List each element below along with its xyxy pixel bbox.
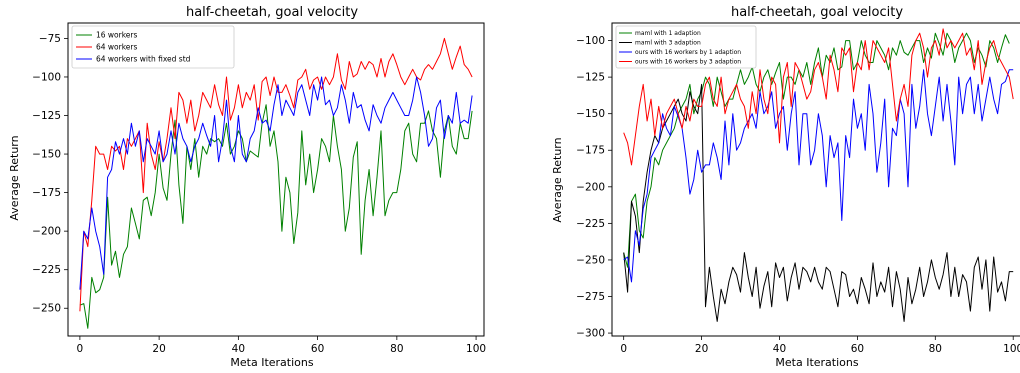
left-chart-title: half-cheetah, goal velocity — [186, 5, 358, 20]
right-y-tick-label: −250 — [576, 254, 605, 266]
left-chart-panel: half-cheetah, goal velocity 0 20 40 60 80 100… — [8, 5, 486, 369]
right-x-axis-label: Meta Iterations — [775, 356, 858, 369]
right-x-tick-label: 0 — [620, 343, 627, 355]
left-lines-layer — [79, 37, 473, 329]
right-legend-entry-1: maml with 1 adaption — [619, 30, 701, 37]
right-plot-frame — [611, 22, 1020, 337]
right-x-tick-label: 100 — [1003, 343, 1020, 355]
right-y-tick-label: −225 — [576, 218, 605, 230]
right-y-ticks: −300 −275 −250 −225 −200 −175 −150 −125 −100 — [576, 35, 612, 340]
right-chart-panel: half-cheetah, goal velocity 0 20 40 60 80 100… — [551, 5, 1020, 369]
left-legend-label-2: 64 workers — [96, 43, 138, 52]
left-x-tick-label: 20 — [152, 343, 165, 355]
right-y-axis-label: Average Return — [551, 137, 564, 222]
left-y-tick-label: −175 — [32, 187, 61, 199]
right-y-tick-label: −175 — [576, 145, 605, 157]
left-y-tick-label: −225 — [32, 264, 61, 276]
left-legend-label-3: 64 workers with fixed std — [96, 55, 191, 64]
right-x-tick-label: 60 — [851, 343, 864, 355]
left-x-tick-label: 60 — [311, 343, 324, 355]
right-y-tick-label: −150 — [576, 108, 605, 120]
right-legend: maml with 1 adaption maml with 3 adaptio… — [615, 25, 757, 69]
right-x-tick-label: 40 — [773, 343, 786, 355]
left-plot-frame — [67, 22, 485, 337]
right-series-line-2 — [623, 83, 1014, 322]
right-legend-label-4: ours with 16 workers by 3 adaption — [635, 59, 741, 66]
right-y-tick-label: −100 — [576, 35, 605, 47]
right-y-tick-label: −275 — [576, 291, 605, 303]
right-lines-layer — [623, 28, 1014, 322]
left-legend: 16 workers 64 workers 64 workers with fi… — [71, 25, 235, 69]
left-legend-entry-1: 16 workers — [76, 31, 138, 40]
right-y-tick-label: −300 — [576, 328, 605, 340]
left-legend-box — [71, 25, 235, 69]
right-chart-title: half-cheetah, goal velocity — [731, 5, 903, 20]
left-y-axis-label: Average Return — [8, 135, 21, 220]
left-y-tick-label: −150 — [32, 149, 61, 161]
right-legend-entry-3: ours with 16 workers by 1 adaption — [619, 49, 741, 56]
right-y-tick-label: −200 — [576, 181, 605, 193]
left-y-tick-label: −200 — [32, 226, 61, 238]
right-legend-label-2: maml with 3 adaption — [635, 40, 701, 47]
right-y-tick-label: −125 — [576, 72, 605, 84]
right-legend-entry-2: maml with 3 adaption — [619, 40, 701, 47]
right-legend-box — [615, 25, 757, 69]
right-legend-entry-4: ours with 16 workers by 3 adaption — [619, 59, 741, 66]
right-legend-label-1: maml with 1 adaption — [635, 30, 701, 37]
left-x-tick-label: 100 — [466, 343, 486, 355]
left-y-tick-label: −125 — [32, 110, 61, 122]
right-x-tick-label: 80 — [929, 343, 942, 355]
right-series-line-1 — [623, 32, 1010, 268]
left-y-tick-label: −75 — [39, 33, 61, 45]
left-x-tick-label: 80 — [390, 343, 403, 355]
left-x-tick-label: 0 — [77, 343, 84, 355]
left-y-tick-label: −100 — [32, 71, 61, 83]
right-legend-label-3: ours with 16 workers by 1 adaption — [635, 49, 741, 56]
right-series-line-4 — [623, 28, 1014, 166]
right-series-line-3 — [623, 69, 1014, 283]
left-x-ticks: 0 20 40 60 80 100 — [77, 336, 486, 355]
left-legend-entry-2: 64 workers — [76, 43, 138, 52]
left-legend-entry-3: 64 workers with fixed std — [76, 55, 191, 64]
left-series-line-2 — [79, 37, 473, 312]
left-y-tick-label: −250 — [32, 303, 61, 315]
left-x-axis-label: Meta Iterations — [230, 356, 313, 369]
left-x-tick-label: 40 — [232, 343, 245, 355]
right-x-tick-label: 20 — [695, 343, 708, 355]
left-legend-label-1: 16 workers — [96, 31, 138, 40]
right-x-ticks: 0 20 40 60 80 100 — [620, 336, 1020, 355]
left-series-line-3 — [79, 76, 473, 290]
left-y-ticks: −250 −225 −200 −175 −150 −125 −100 −75 — [32, 33, 68, 315]
left-series-line-1 — [79, 104, 473, 329]
